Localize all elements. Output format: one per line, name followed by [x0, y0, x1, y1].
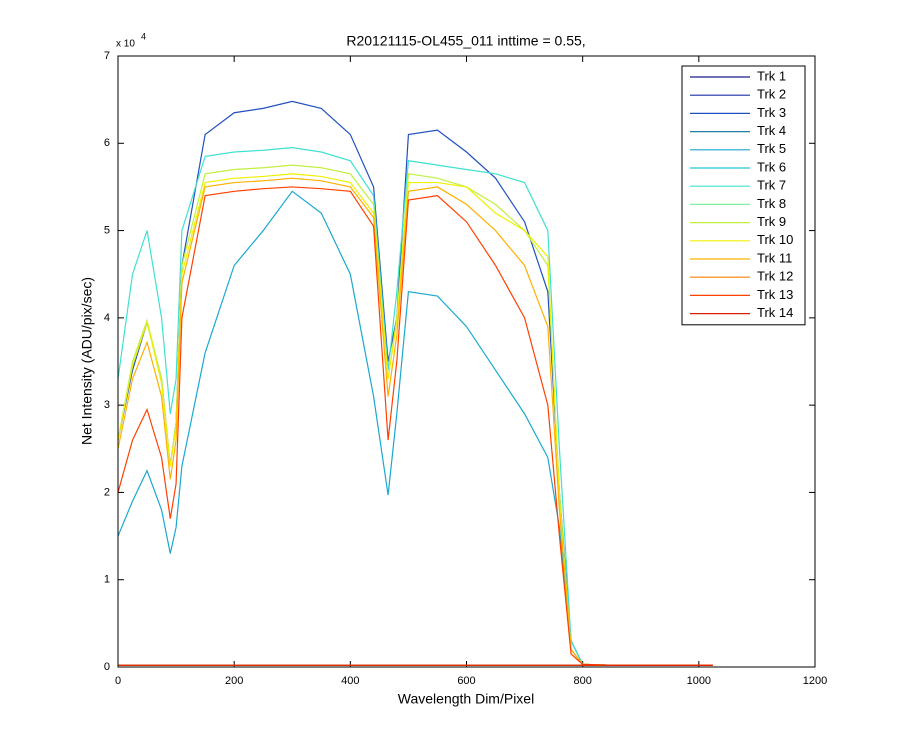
x-tick-label: 800	[573, 675, 591, 687]
x-tick-label: 0	[115, 675, 121, 687]
legend-label: Trk 10	[757, 232, 793, 247]
y-tick-label: 6	[104, 137, 110, 149]
y-axis-label: Net Intensity (ADU/pix/sec)	[79, 277, 95, 445]
y-tick-label: 5	[104, 224, 110, 236]
legend-label: Trk 2	[757, 87, 786, 102]
legend-label: Trk 6	[757, 159, 786, 174]
legend-label: Trk 14	[757, 305, 793, 320]
y-tick-label: 3	[104, 399, 110, 411]
legend-label: Trk 11	[757, 250, 792, 265]
legend-label: Trk 7	[757, 178, 786, 193]
legend-label: Trk 9	[757, 214, 786, 229]
x-tick-label: 400	[341, 675, 359, 687]
plot-frame	[117, 55, 816, 668]
x-tick-label: 600	[457, 675, 475, 687]
legend: Trk 1 Trk 2 Trk 3 Trk 4 Trk 5 Trk 6 Trk 7 Trk 8…	[681, 65, 806, 326]
x-tick-label: 1200	[803, 675, 827, 687]
x-axis-label: Wavelength Dim/Pixel	[398, 691, 534, 707]
y-tick-label: 2	[104, 486, 110, 498]
legend-label: Trk 4	[757, 123, 786, 138]
legend-label: Trk 1	[757, 68, 786, 83]
chart-title: R20121115-OL455_011 inttime = 0.55,	[346, 33, 585, 49]
legend-label: Trk 13	[757, 287, 793, 302]
exponent-base: x 10	[116, 39, 135, 50]
y-tick-label: 0	[104, 661, 110, 673]
y-tick-label: 7	[104, 50, 110, 62]
legend-label: Trk 8	[757, 196, 786, 211]
legend-label: Trk 12	[757, 269, 793, 284]
legend-label: Trk 3	[757, 105, 786, 120]
y-tick-label: 1	[104, 574, 110, 586]
x-tick-label: 1000	[687, 675, 711, 687]
exponent: 4	[141, 31, 146, 41]
x-tick-label: 200	[225, 675, 243, 687]
y-tick-label: 4	[104, 312, 110, 324]
legend-box	[681, 65, 806, 326]
legend-label: Trk 5	[757, 141, 786, 156]
series-line	[117, 186, 713, 666]
